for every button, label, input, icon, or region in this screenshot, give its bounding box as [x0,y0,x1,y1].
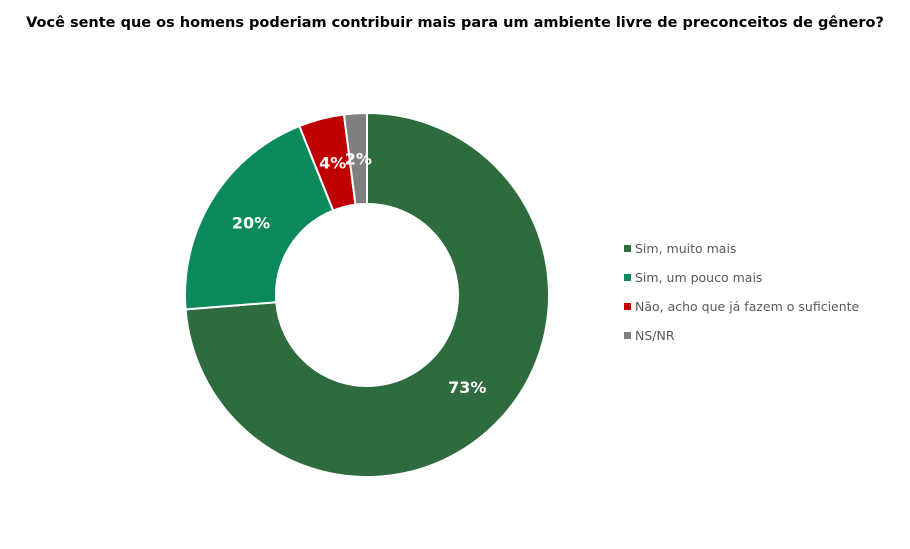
legend-label: Sim, muito mais [635,241,737,256]
legend-item-sim-um-pouco-mais: Sim, um pouco mais [624,263,904,292]
legend-item-sim-muito-mais: Sim, muito mais [624,234,904,263]
legend-swatch [624,332,631,339]
legend-label: NS/NR [635,328,675,343]
legend-swatch [624,245,631,252]
legend-item-ns-nr: NS/NR [624,321,904,350]
data-label-sim-muito-mais: 73% [448,378,486,397]
legend: Sim, muito mais Sim, um pouco mais Não, ac… [624,234,904,350]
legend-label: Não, acho que já fazem o suficiente [635,299,860,314]
slice-sim-muito-mais [184,111,550,478]
legend-swatch [624,303,631,310]
data-label-sim-um-pouco-mais: 20% [232,214,270,233]
slice-ns-nr [342,111,368,206]
legend-item-nao-suficiente: Não, acho que já fazem o suficiente [624,292,904,321]
data-label-nao-suficiente: 4% [319,153,346,172]
legend-label: Sim, um pouco mais [635,270,763,285]
slice-sim-um-pouco-mais [184,124,335,311]
data-label-ns-nr: 2% [345,149,372,168]
chart-title: Você sente que os homens poderiam contri… [26,15,884,31]
legend-swatch [624,274,631,281]
